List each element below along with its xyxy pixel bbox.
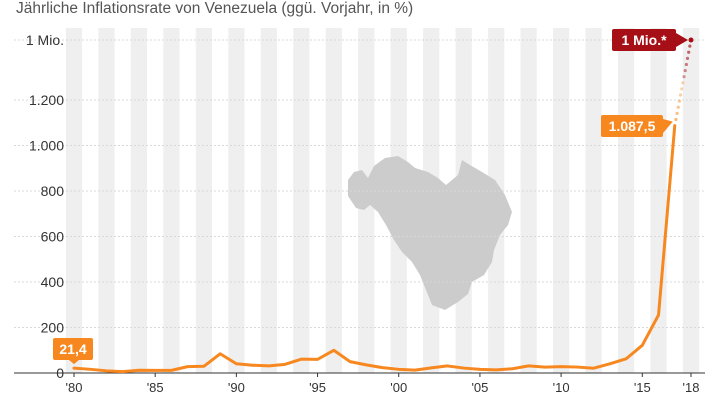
y-tick-label: 200 — [41, 320, 65, 336]
projection-dot — [687, 50, 691, 54]
x-tick-label: '95 — [309, 380, 326, 395]
x-axis: '80 '85 '90 '95 '00 '05 '10 '15 '18 — [66, 373, 700, 395]
data-label-2017-text: 1.087,5 — [609, 118, 656, 134]
x-tick-label: '18 — [683, 380, 700, 395]
data-label-2017-box — [601, 115, 663, 137]
data-label-1980-box — [53, 338, 93, 360]
data-label-2017-pointer — [663, 119, 673, 133]
year-band — [650, 28, 667, 373]
year-band — [520, 28, 537, 373]
y-tick-label: 600 — [41, 229, 65, 245]
y-tick-label: 1.200 — [29, 92, 64, 108]
data-label-2018: 1 Mio.* — [612, 29, 688, 51]
year-band — [195, 28, 213, 373]
year-band — [163, 28, 180, 373]
y-tick-label: 1.000 — [29, 138, 64, 154]
inflation-line — [72, 124, 677, 374]
projection-dot — [676, 105, 680, 109]
year-band — [552, 28, 570, 373]
projection-dot — [682, 75, 686, 79]
data-label-1980-text: 21,4 — [59, 341, 86, 357]
projection-dot — [681, 81, 685, 85]
data-labels: 21,4 1.087,5 1 Mio.* — [53, 29, 688, 365]
projection-dot — [685, 56, 690, 60]
year-band — [293, 28, 310, 373]
x-tick-label: '10 — [553, 380, 570, 395]
projection-dot — [678, 93, 683, 97]
series-inflation — [72, 37, 694, 374]
venezuela-map — [348, 156, 512, 310]
x-tick-label: '90 — [228, 380, 245, 395]
year-band — [260, 28, 277, 373]
year-band — [585, 28, 602, 373]
x-tick-label: '05 — [471, 380, 488, 395]
projection-dot — [684, 62, 688, 67]
year-band — [65, 28, 83, 373]
x-tick-label: '80 — [66, 380, 83, 395]
data-label-2018-text: 1 Mio.* — [621, 32, 667, 48]
year-band — [130, 28, 148, 373]
y-tick-label: 400 — [41, 274, 65, 290]
year-band — [325, 28, 342, 373]
data-label-2018-pointer — [676, 33, 688, 47]
projection-dot — [680, 87, 684, 91]
projection-dot — [674, 117, 678, 122]
year-band — [98, 28, 115, 373]
grid-lines — [14, 39, 705, 374]
year-band — [617, 28, 635, 373]
chart-title: Jährliche Inflationsrate von Venezuela (… — [16, 0, 414, 17]
y-axis: 0 200 400 600 800 1.000 1.200 1 Mio. — [26, 32, 64, 381]
data-label-2017: 1.087,5 — [601, 115, 673, 137]
data-label-1980: 21,4 — [53, 338, 93, 365]
x-tick-label: '85 — [147, 380, 164, 395]
year-band — [682, 28, 700, 373]
year-band — [228, 28, 245, 373]
data-label-1980-pointer — [69, 360, 79, 365]
projection-dot — [683, 68, 687, 73]
projection-dot — [688, 44, 692, 48]
y-break-label: 1 Mio. — [26, 32, 64, 48]
y-tick-label: 800 — [41, 183, 65, 199]
x-tick-label: '15 — [634, 380, 651, 395]
data-label-2018-box — [612, 29, 676, 51]
projection-dot — [675, 111, 679, 115]
projection-point — [688, 37, 694, 43]
x-tick-label: '00 — [390, 380, 407, 395]
y-tick-label: 0 — [56, 365, 64, 381]
projection-dot — [677, 99, 682, 103]
